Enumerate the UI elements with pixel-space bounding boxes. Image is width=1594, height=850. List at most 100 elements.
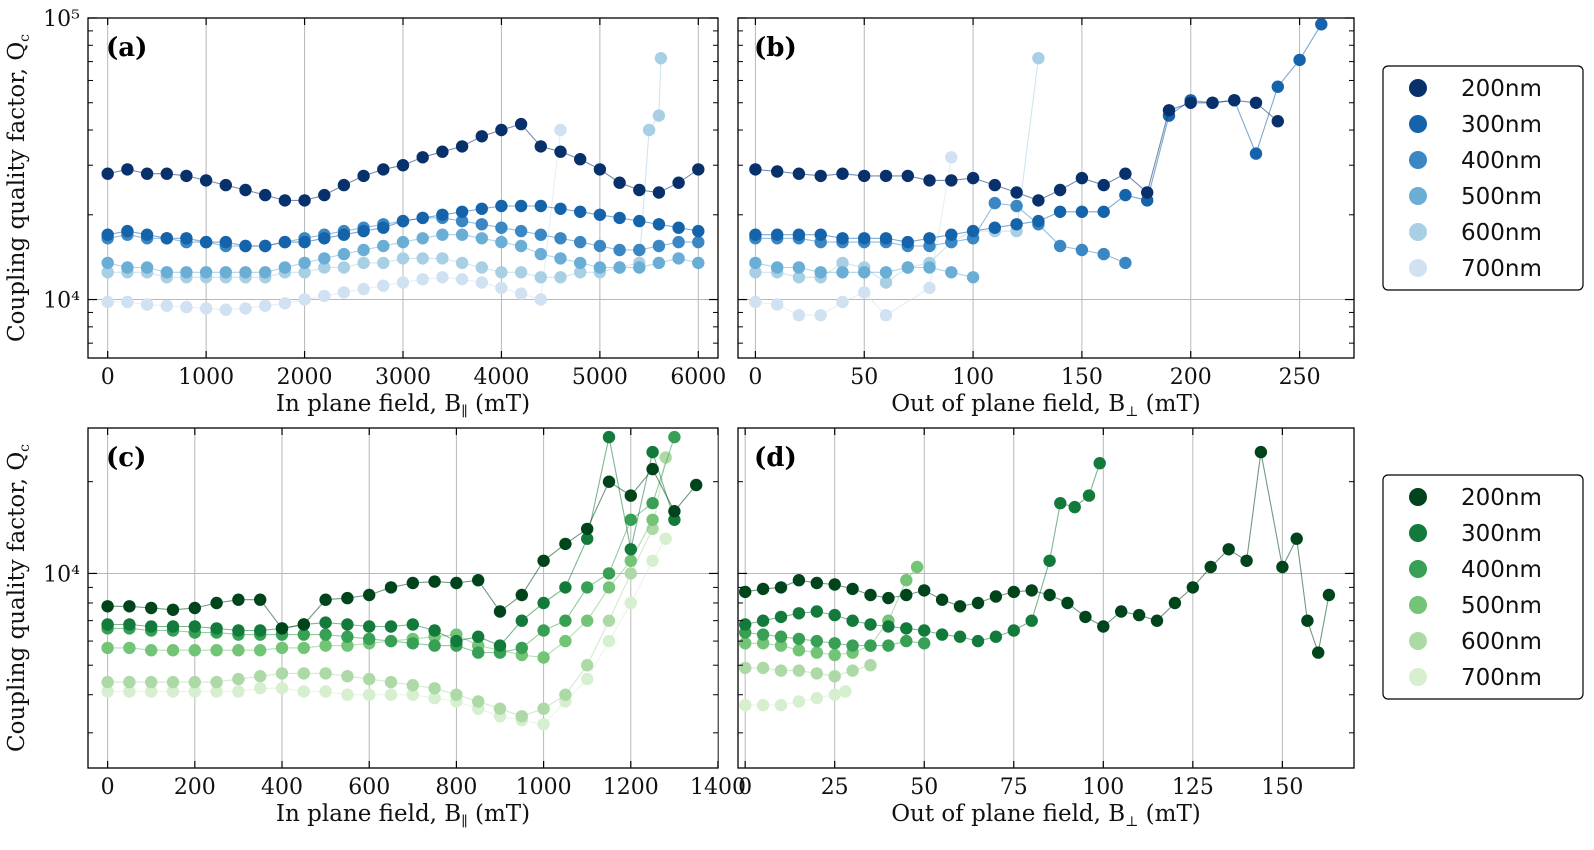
data-point	[537, 718, 550, 731]
data-point	[774, 630, 788, 643]
data-point	[774, 610, 788, 624]
data-point	[672, 235, 685, 249]
data-point	[121, 261, 134, 274]
x-tick-label: 100	[952, 365, 994, 390]
series-600nm	[749, 52, 1045, 289]
data-point	[1053, 205, 1067, 218]
data-point	[275, 682, 289, 695]
data-marks	[749, 18, 1328, 322]
data-point	[668, 513, 681, 526]
legend-entry: 400nm	[1409, 148, 1542, 174]
data-point	[455, 205, 469, 218]
data-point	[633, 183, 646, 197]
data-point	[123, 675, 136, 689]
series-600nm	[101, 451, 672, 723]
data-point	[1162, 104, 1176, 117]
legend-label: 200nm	[1461, 485, 1542, 511]
data-point	[602, 567, 616, 580]
data-point	[472, 630, 485, 643]
data-point	[749, 256, 762, 270]
data-point	[160, 232, 173, 245]
data-point	[864, 639, 877, 652]
data-point	[864, 659, 877, 672]
data-point	[652, 186, 666, 199]
data-point	[363, 588, 376, 602]
data-point	[416, 232, 429, 245]
data-point	[123, 685, 136, 698]
data-point	[319, 685, 332, 698]
data-point	[259, 266, 272, 279]
data-point	[749, 295, 762, 309]
data-point	[363, 632, 376, 646]
data-point	[1322, 588, 1336, 602]
data-point	[188, 685, 201, 698]
plot-area-frame	[737, 427, 1355, 769]
legend-label: 500nm	[1461, 593, 1542, 619]
data-point	[1141, 186, 1154, 199]
data-point	[166, 603, 180, 616]
data-point	[756, 661, 770, 675]
data-point	[101, 675, 114, 689]
data-point	[1010, 199, 1023, 213]
data-point	[1249, 147, 1263, 160]
x-axis-label: In plane field, B∥ (mT)	[276, 391, 530, 420]
data-point	[239, 183, 252, 197]
data-point	[810, 576, 823, 590]
data-point	[239, 302, 252, 315]
data-point	[672, 252, 685, 265]
data-point	[646, 462, 659, 476]
data-point	[254, 682, 267, 695]
data-point	[668, 505, 681, 518]
data-point	[1068, 500, 1081, 514]
data-point	[1082, 489, 1096, 502]
x-tick-label: 3000	[375, 365, 431, 390]
data-point	[1290, 532, 1303, 545]
data-point	[160, 299, 173, 312]
data-point	[646, 445, 659, 459]
data-point	[624, 554, 637, 567]
data-point	[692, 163, 705, 176]
x-tick-label: 200	[1170, 365, 1212, 390]
data-point	[166, 644, 180, 657]
x-tick-label: 150	[1061, 365, 1103, 390]
data-point	[377, 239, 390, 253]
panel-tag: (b)	[754, 33, 797, 63]
data-point	[101, 266, 114, 279]
data-point	[739, 585, 752, 599]
series-line	[755, 99, 1279, 201]
data-point	[298, 266, 311, 279]
data-point	[534, 228, 547, 241]
data-point	[101, 641, 114, 655]
panel-tag: (a)	[106, 33, 147, 63]
data-point	[495, 199, 508, 213]
data-point	[792, 644, 806, 657]
data-point	[633, 261, 646, 274]
data-point	[493, 639, 507, 652]
data-point	[771, 298, 784, 311]
data-point	[101, 685, 114, 698]
data-point	[559, 581, 572, 594]
data-point	[646, 513, 659, 526]
data-point	[534, 247, 547, 261]
data-point	[1276, 560, 1289, 574]
x-tick-label: 1000	[516, 775, 572, 800]
data-point	[1097, 247, 1110, 261]
data-point	[455, 273, 469, 286]
data-point	[756, 614, 770, 627]
data-point	[774, 639, 788, 652]
data-point	[514, 199, 528, 213]
legend-entry: 500nm	[1409, 593, 1542, 619]
legend-marker	[1409, 668, 1427, 686]
data-point	[581, 672, 594, 686]
data-point	[160, 266, 173, 279]
data-point	[534, 140, 547, 153]
data-point	[428, 575, 441, 588]
data-point	[672, 221, 685, 234]
data-point	[199, 266, 213, 279]
data-point	[318, 188, 331, 202]
data-point	[101, 167, 114, 180]
data-point	[406, 637, 419, 650]
data-point	[581, 581, 594, 594]
legend-label: 200nm	[1461, 76, 1542, 102]
data-point	[475, 130, 488, 143]
